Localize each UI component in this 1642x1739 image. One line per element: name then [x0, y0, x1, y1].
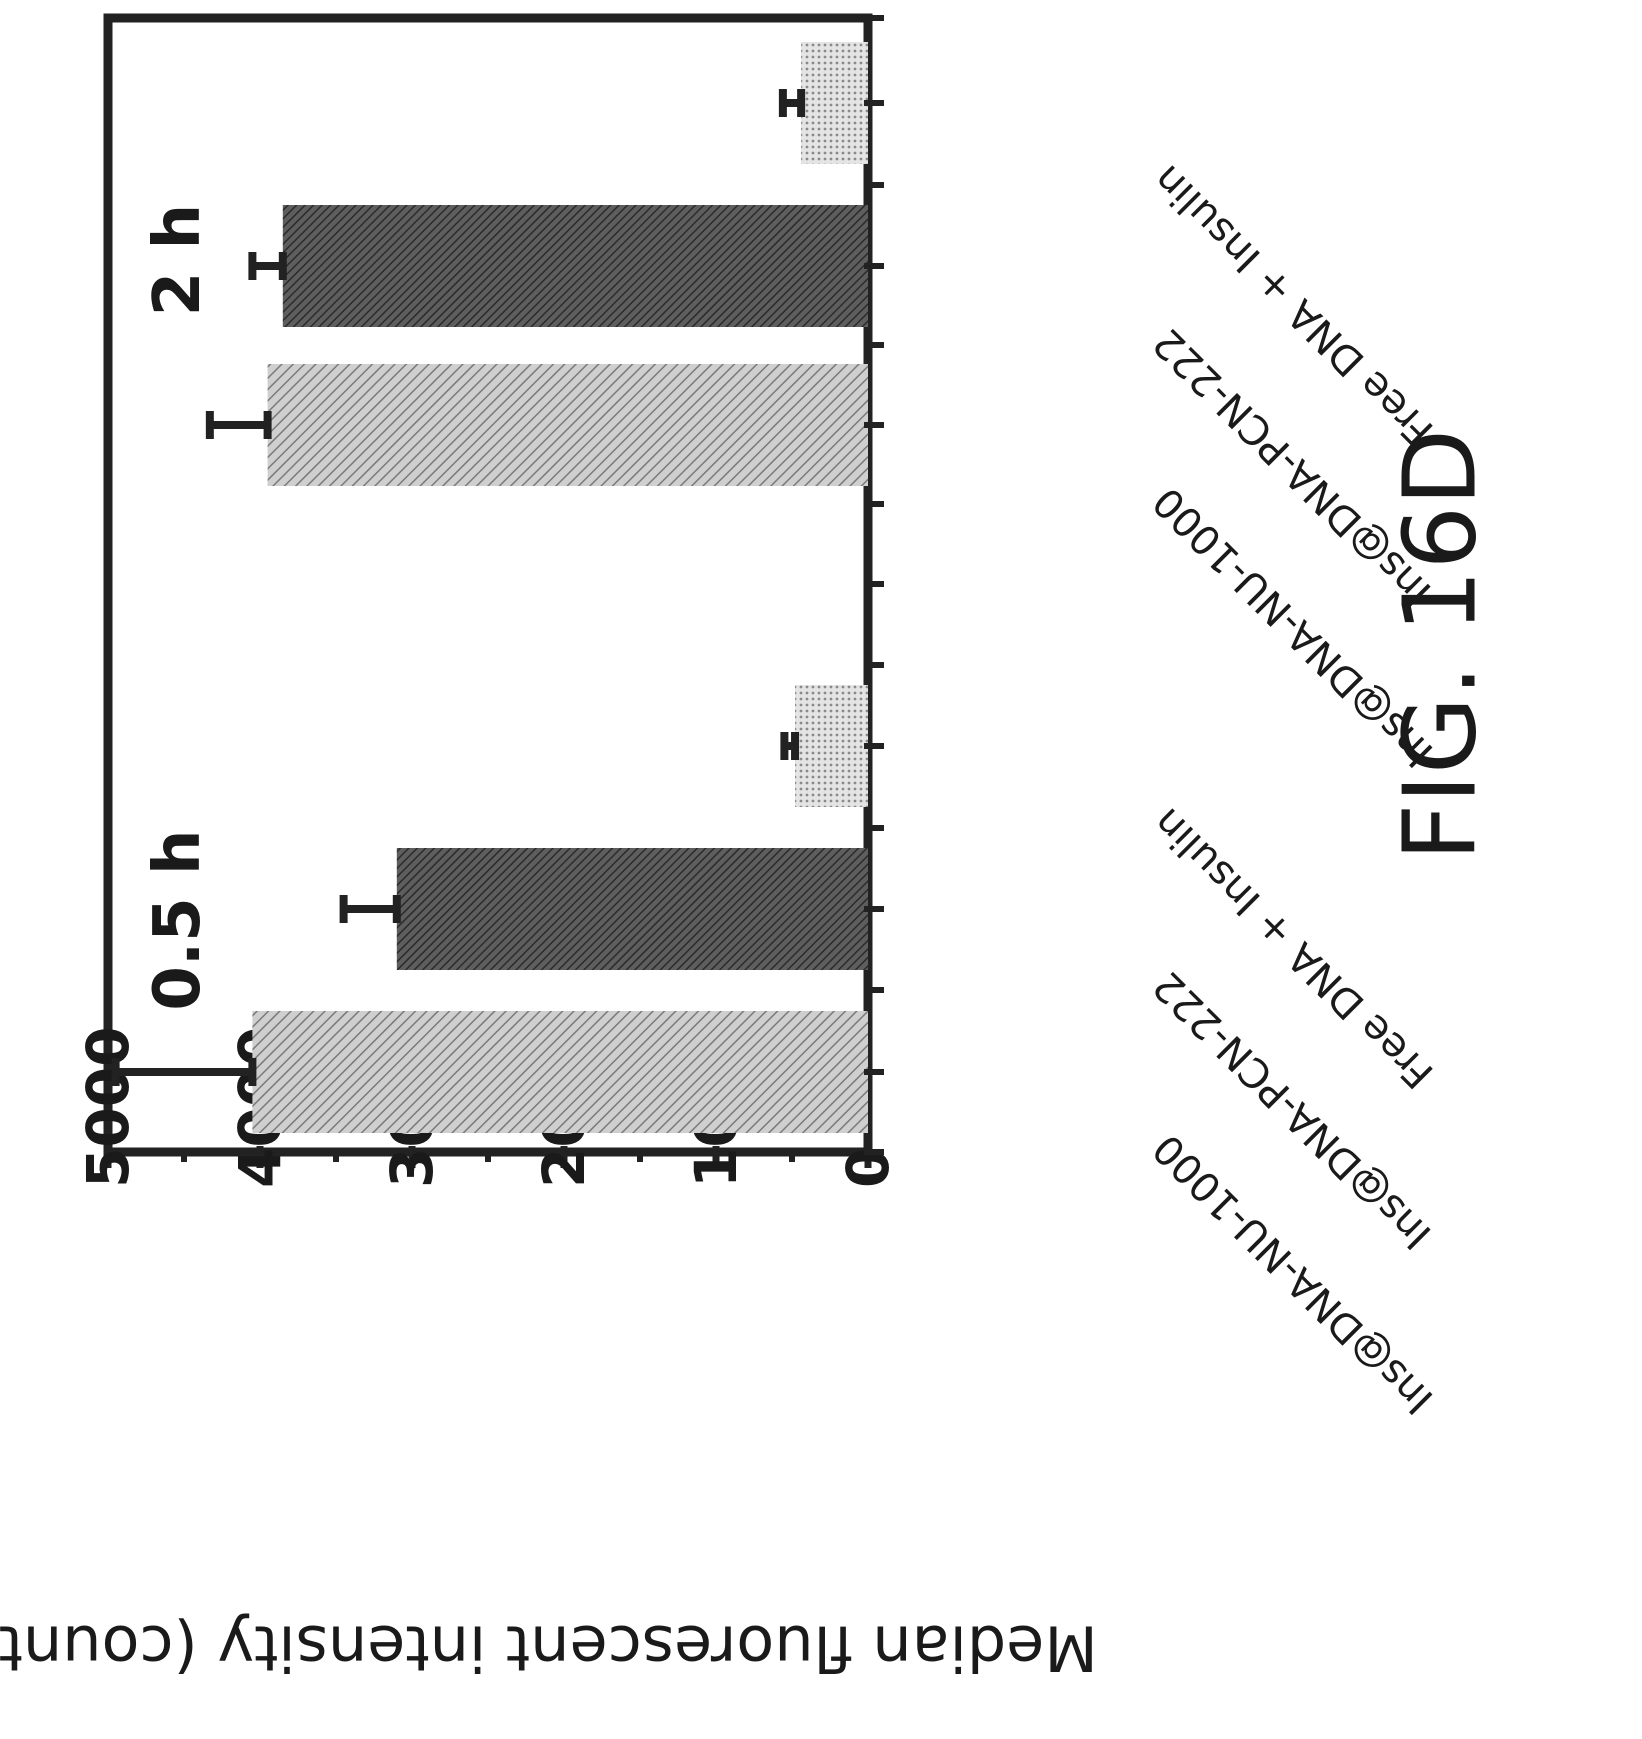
bar — [282, 205, 868, 327]
figure-label: FIG. 16D — [1382, 429, 1499, 861]
bar — [267, 364, 869, 486]
plot-frame — [103, 13, 873, 1157]
x-tick-label: Ins@DNA-PCN-222 — [1145, 962, 1441, 1258]
y-tick-label: 5000 — [74, 1027, 142, 1188]
bar — [795, 685, 868, 807]
bar — [801, 42, 868, 164]
x-tick-label: Ins@DNA-NU-1000 — [1145, 1125, 1443, 1423]
group-label: 2 h — [141, 204, 215, 316]
y-axis-title: Median fluorescent intensity (counts) — [0, 1612, 1098, 1685]
x-tick-label: Free DNA + Insulin — [1145, 156, 1443, 454]
bar — [252, 1011, 868, 1133]
group-label: 0.5 h — [141, 829, 215, 1010]
bar — [396, 848, 868, 970]
